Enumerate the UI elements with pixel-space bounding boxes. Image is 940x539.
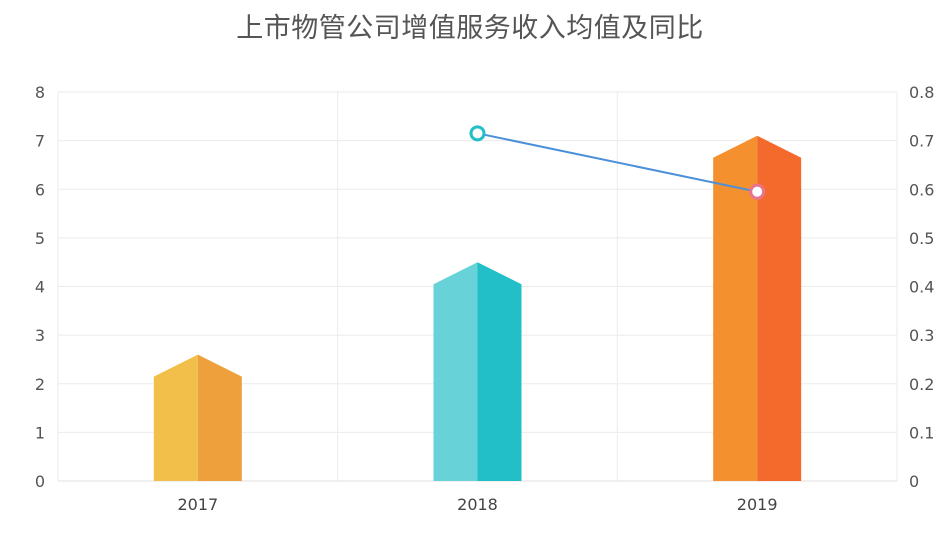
left-tick-label: 4 bbox=[35, 278, 45, 297]
right-tick-label: 0.4 bbox=[909, 278, 934, 297]
bar-left-face bbox=[433, 262, 478, 481]
bar-series bbox=[153, 135, 802, 481]
left-tick-label: 7 bbox=[35, 132, 45, 151]
right-tick-label: 0.7 bbox=[909, 132, 934, 151]
growth-line bbox=[477, 132, 758, 193]
bar-2017 bbox=[153, 354, 242, 481]
bar-2019 bbox=[713, 135, 802, 481]
bar-2018 bbox=[433, 262, 522, 481]
left-tick-label: 5 bbox=[35, 229, 45, 248]
left-tick-label: 6 bbox=[35, 180, 45, 199]
category-label: 2018 bbox=[457, 495, 498, 514]
category-label: 2019 bbox=[737, 495, 778, 514]
right-tick-label: 0.3 bbox=[909, 326, 934, 345]
bar-left-face bbox=[153, 354, 198, 481]
left-tick-label: 2 bbox=[35, 375, 45, 394]
chart-title: 上市物管公司增值服务收入均值及同比 bbox=[236, 13, 704, 44]
right-tick-label: 0.1 bbox=[909, 423, 934, 442]
line-series bbox=[469, 125, 766, 200]
right-tick-label: 0 bbox=[909, 472, 919, 491]
bar-right-face bbox=[197, 354, 242, 481]
line-point-2019 bbox=[749, 183, 766, 200]
bar-right-face bbox=[757, 135, 802, 481]
right-axis: 0 0.1 0.2 0.3 0.4 0.5 0.6 0.7 0.8 bbox=[909, 83, 934, 491]
bar-left-face bbox=[713, 135, 758, 481]
bar-right-face bbox=[477, 262, 522, 481]
category-axis: 2017 2018 2019 bbox=[177, 495, 777, 514]
right-tick-label: 0.5 bbox=[909, 229, 934, 248]
category-label: 2017 bbox=[177, 495, 218, 514]
left-tick-label: 3 bbox=[35, 326, 45, 345]
left-tick-label: 8 bbox=[35, 83, 45, 102]
left-tick-label: 0 bbox=[35, 472, 45, 491]
right-tick-label: 0.8 bbox=[909, 83, 934, 102]
line-point-2018 bbox=[469, 125, 486, 142]
right-tick-label: 0.2 bbox=[909, 375, 934, 394]
left-tick-label: 1 bbox=[35, 423, 45, 442]
left-axis: 0 1 2 3 4 5 6 7 8 bbox=[35, 83, 45, 491]
right-tick-label: 0.6 bbox=[909, 180, 934, 199]
